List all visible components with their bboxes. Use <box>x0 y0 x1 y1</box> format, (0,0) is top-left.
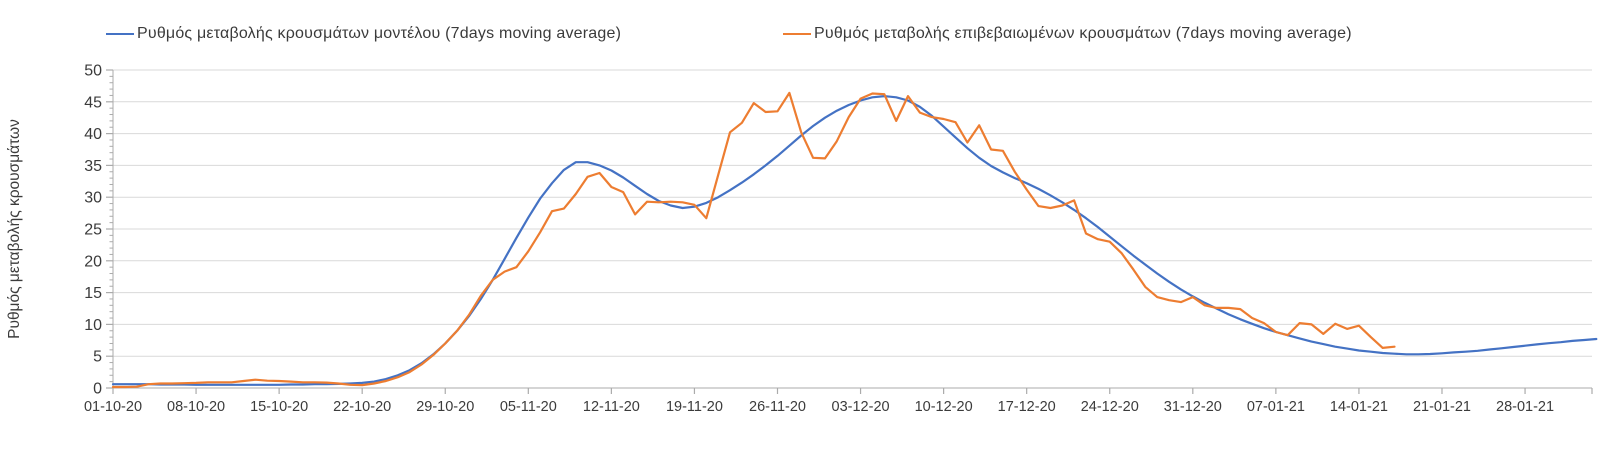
y-tick-label-35: 35 <box>84 158 102 175</box>
x-tick-label-24-12-20: 24-12-20 <box>1081 399 1139 415</box>
x-tick-label-21-01-21: 21-01-21 <box>1413 399 1471 415</box>
x-tick-label-07-01-21: 07-01-21 <box>1247 399 1305 415</box>
x-tick-label-15-10-20: 15-10-20 <box>250 399 308 415</box>
y-tick-label-45: 45 <box>84 94 102 111</box>
y-tick-label-20: 20 <box>84 253 102 270</box>
x-tick-label-22-10-20: 22-10-20 <box>333 399 391 415</box>
x-tick-label-10-12-20: 10-12-20 <box>915 399 973 415</box>
x-tick-label-26-11-20: 26-11-20 <box>749 399 806 415</box>
x-tick-label-31-12-20: 31-12-20 <box>1164 399 1222 415</box>
y-tick-label-50: 50 <box>84 63 102 80</box>
series-line-confirmed <box>111 91 1396 389</box>
x-tick-label-28-01-21: 28-01-21 <box>1496 399 1554 415</box>
legend-item-model: Ρυθμός μεταβολής κρουσμάτων μοντέλου (7d… <box>106 24 621 44</box>
y-tick-label-0: 0 <box>93 381 102 398</box>
legend-label-confirmed: Ρυθμός μεταβολής επιβεβαιωμένων κρουσμάτ… <box>814 25 1352 42</box>
y-tick-label-15: 15 <box>84 285 102 302</box>
legend-line-swatch-orange <box>783 32 811 36</box>
legend-item-confirmed: Ρυθμός μεταβολής επιβεβαιωμένων κρουσμάτ… <box>783 24 1352 44</box>
y-tick-label-25: 25 <box>84 222 102 239</box>
x-tick-label-03-12-20: 03-12-20 <box>832 399 890 415</box>
x-tick-label-12-11-20: 12-11-20 <box>583 399 640 415</box>
x-tick-label-17-12-20: 17-12-20 <box>998 399 1056 415</box>
y-axis-title: Ρυθμός μεταβολής κρουσμάτων <box>6 119 23 339</box>
x-tick-label-29-10-20: 29-10-20 <box>416 399 474 415</box>
y-tick-label-5: 5 <box>93 349 102 366</box>
series-line-model <box>111 94 1598 386</box>
y-tick-label-40: 40 <box>84 126 102 143</box>
y-tick-label-30: 30 <box>84 190 102 207</box>
x-tick-label-14-01-21: 14-01-21 <box>1330 399 1388 415</box>
x-tick-label-08-10-20: 08-10-20 <box>167 399 225 415</box>
x-tick-label-05-11-20: 05-11-20 <box>500 399 557 415</box>
x-tick-label-01-10-20: 01-10-20 <box>84 399 142 415</box>
x-tick-label-19-11-20: 19-11-20 <box>666 399 723 415</box>
y-tick-label-10: 10 <box>84 317 102 334</box>
legend-label-model: Ρυθμός μεταβολής κρουσμάτων μοντέλου (7d… <box>137 25 622 42</box>
legend-line-swatch-blue <box>106 32 134 36</box>
